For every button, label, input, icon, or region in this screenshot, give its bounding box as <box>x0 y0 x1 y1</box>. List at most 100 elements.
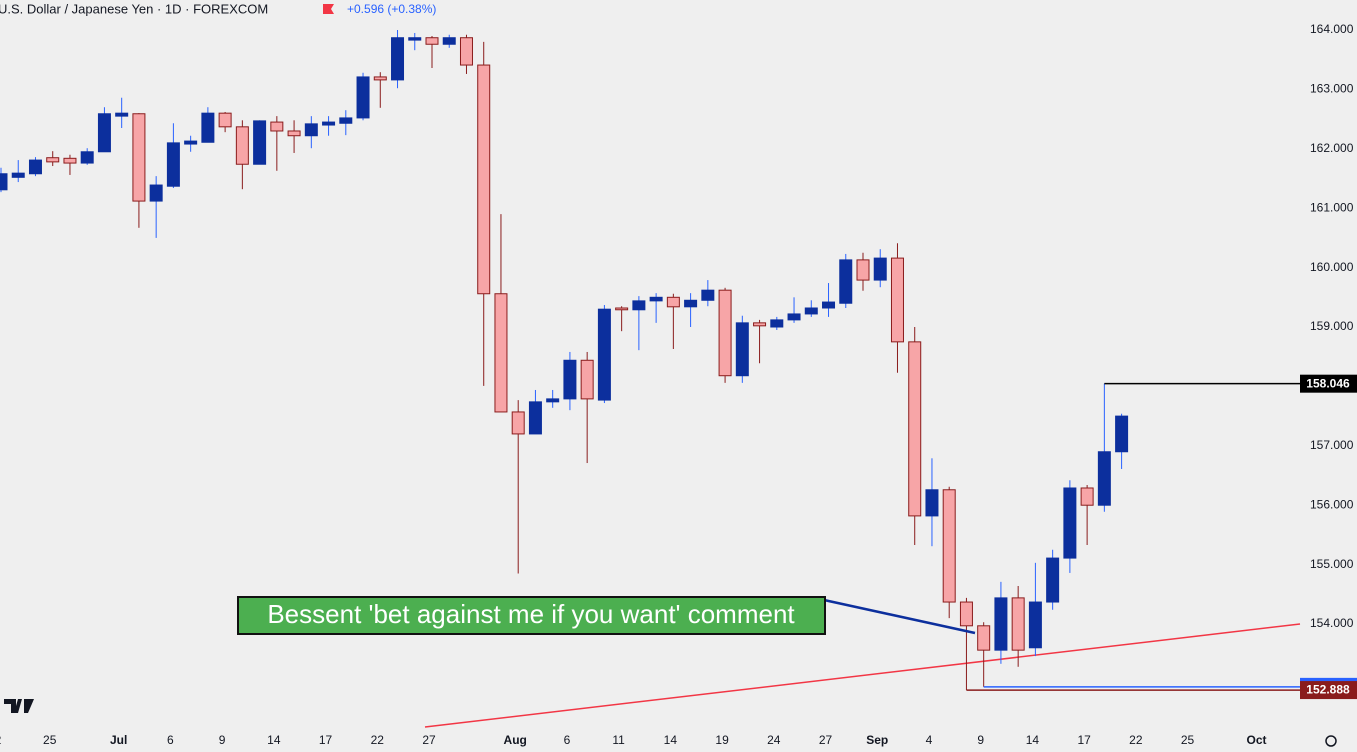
callout-text: Bessent 'bet against me if you want' com… <box>267 599 795 629</box>
candle-body <box>322 121 336 126</box>
y-tick-label: 155.000 <box>1310 557 1354 571</box>
x-tick-label: 27 <box>819 733 833 747</box>
level-label: 158.046 <box>1306 376 1350 390</box>
candle-body <box>908 341 922 517</box>
candle-body <box>701 289 715 301</box>
candle-body <box>649 296 663 302</box>
x-tick-label: Sep <box>866 733 888 747</box>
x-tick-label: 2 <box>0 733 2 747</box>
chart-title: U.S. Dollar / Japanese Yen · 1D · FOREXC… <box>0 1 268 16</box>
y-tick-label: 164.000 <box>1310 22 1354 36</box>
level-label-box <box>1300 681 1357 700</box>
y-tick-label: 157.000 <box>1310 438 1354 452</box>
candle-body <box>528 401 542 435</box>
candle-body <box>753 322 767 327</box>
x-tick-label: 4 <box>926 733 933 747</box>
x-tick-label: 9 <box>219 733 226 747</box>
x-tick-label: 14 <box>267 733 281 747</box>
candle-body <box>1028 601 1042 649</box>
candle-body <box>977 625 991 651</box>
candle-body <box>442 37 456 45</box>
candle-body <box>822 301 836 309</box>
x-tick-label: 19 <box>715 733 729 747</box>
candle-body <box>787 313 801 321</box>
candle-body <box>11 172 25 178</box>
candle-body <box>597 308 611 401</box>
candle-body <box>684 299 698 308</box>
candle-body <box>287 130 301 137</box>
x-tick-label: 24 <box>767 733 781 747</box>
candle-body <box>718 289 732 377</box>
candle-body <box>959 601 973 627</box>
candle-body <box>166 142 180 187</box>
x-tick-label: 27 <box>422 733 436 747</box>
candle-body <box>563 359 577 400</box>
candle-body <box>218 112 232 128</box>
y-tick-label: 156.000 <box>1310 497 1354 511</box>
x-tick-label: 6 <box>167 733 174 747</box>
y-tick-label: 162.000 <box>1310 141 1354 155</box>
candle-body <box>1046 557 1060 603</box>
callout-connector <box>823 598 976 635</box>
candle-body <box>184 140 198 145</box>
y-tick-label: 159.000 <box>1310 319 1354 333</box>
candle-body <box>925 489 939 517</box>
candle-body <box>770 319 784 328</box>
candle-body <box>1011 597 1025 651</box>
candle-body <box>408 37 422 41</box>
trend-line <box>424 623 1301 728</box>
candle-body <box>63 157 77 164</box>
x-tick-label: 22 <box>371 733 385 747</box>
candle-body <box>1115 415 1129 453</box>
y-tick-label: 154.000 <box>1310 616 1354 630</box>
candle-body <box>856 259 870 281</box>
price-change: +0.596 (+0.38%) <box>347 2 436 16</box>
x-tick-label: 14 <box>664 733 678 747</box>
candle-body <box>149 184 163 202</box>
candle-body <box>580 359 594 400</box>
candle-body <box>132 113 146 202</box>
x-tick-label: 25 <box>1181 733 1195 747</box>
x-tick-label: 9 <box>977 733 984 747</box>
x-tick-label: Aug <box>504 733 527 747</box>
x-tick-label: 25 <box>43 733 57 747</box>
candle-body <box>666 296 680 308</box>
x-tick-label: 22 <box>1129 733 1143 747</box>
x-tick-label: 14 <box>1026 733 1040 747</box>
candle-body <box>994 597 1008 651</box>
candle-body <box>873 257 887 281</box>
candle-body <box>356 76 370 119</box>
candle-body <box>1063 487 1077 559</box>
candle-body <box>839 259 853 304</box>
candle-body <box>270 121 284 132</box>
candle-body <box>1097 451 1111 506</box>
candle-body <box>304 123 318 137</box>
candle-body <box>546 398 560 403</box>
x-tick-label: 17 <box>319 733 333 747</box>
candle-body <box>46 157 60 163</box>
candle-body <box>477 64 491 295</box>
candle-body <box>373 76 387 81</box>
candle-body <box>201 112 215 143</box>
x-tick-label: 11 <box>612 733 625 747</box>
candle-body <box>511 411 525 435</box>
candle-body <box>80 151 94 164</box>
flag-icon <box>323 4 334 14</box>
x-tick-label: 6 <box>564 733 571 747</box>
level-label: 152.888 <box>1306 683 1350 697</box>
candle-body <box>615 307 629 311</box>
candle-body <box>890 257 904 343</box>
candle-body <box>0 173 8 191</box>
candle-body <box>28 159 42 175</box>
settings-icon[interactable] <box>1325 735 1337 747</box>
candle-body <box>115 112 129 117</box>
level-label-box <box>1300 374 1357 393</box>
candle-body <box>942 489 956 603</box>
y-tick-label: 163.000 <box>1310 82 1354 96</box>
candle-body <box>804 307 818 315</box>
candle-body <box>735 322 749 377</box>
candle-body <box>235 126 249 165</box>
callout-box <box>237 596 826 635</box>
